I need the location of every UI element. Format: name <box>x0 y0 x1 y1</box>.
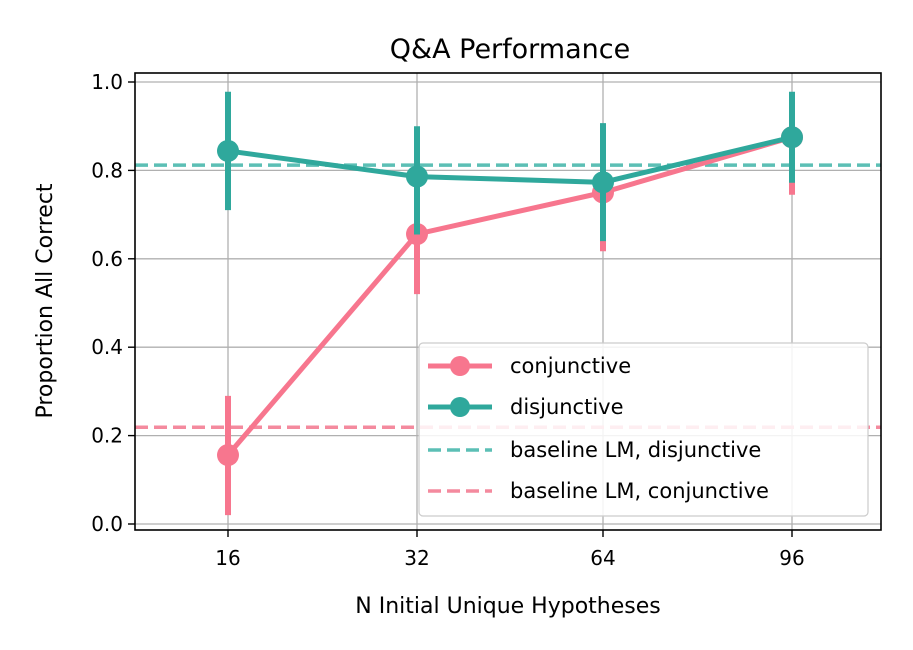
y-tick-label: 0.8 <box>91 158 123 182</box>
data-point <box>781 126 803 149</box>
series-disjunctive <box>217 91 803 242</box>
legend-label-conjunctive: conjunctive <box>510 354 631 378</box>
y-axis-label: Proportion All Correct <box>33 183 58 418</box>
legend: conjunctive disjunctive baseline LM, dis… <box>418 342 869 517</box>
y-tick-label: 1.0 <box>91 70 123 94</box>
x-tick-label: 32 <box>404 546 429 570</box>
legend-label-baseline-conjunctive: baseline LM, conjunctive <box>510 479 769 503</box>
series-line <box>227 134 793 185</box>
legend-box <box>418 342 869 517</box>
legend-label-baseline-disjunctive: baseline LM, disjunctive <box>510 438 761 462</box>
plot-frame <box>134 72 882 531</box>
x-axis: 16 32 64 96 <box>215 530 805 570</box>
chart-title: Q&A Performance <box>390 34 630 65</box>
y-tick-label: 0.2 <box>91 424 123 448</box>
y-tick-label: 0.4 <box>91 335 123 359</box>
data-point <box>217 444 239 467</box>
series-layer <box>217 91 803 516</box>
y-tick-label: 0.0 <box>91 512 123 536</box>
x-axis-label: N Initial Unique Hypotheses <box>355 594 660 619</box>
y-tick-label: 0.6 <box>91 247 123 271</box>
x-tick-label: 64 <box>590 546 615 570</box>
y-axis: 0.0 0.2 0.4 0.6 0.8 1.0 <box>91 70 135 536</box>
data-point <box>592 171 614 194</box>
legend-label-disjunctive: disjunctive <box>510 395 624 419</box>
series-line <box>226 134 793 457</box>
x-tick-label: 16 <box>215 546 240 570</box>
x-tick-label: 96 <box>779 546 804 570</box>
data-point <box>217 139 239 162</box>
data-point <box>406 165 428 188</box>
legend-marker-disjunctive <box>450 397 470 417</box>
legend-marker-conjunctive <box>450 356 470 376</box>
